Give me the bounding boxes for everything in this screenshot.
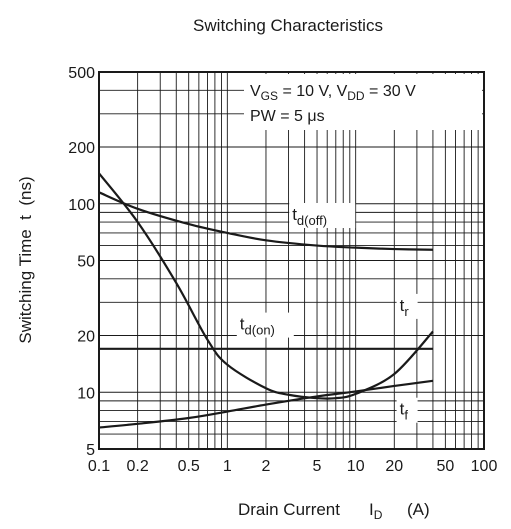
grid xyxy=(99,72,484,449)
plot-frame xyxy=(98,71,485,450)
conditions-line-1: VGS = 10 V, VDD = 30 V xyxy=(250,83,416,103)
y-tick-labels: 5 10 20 50 100 200 500 xyxy=(68,65,95,459)
x-tick-label: 50 xyxy=(437,458,455,475)
x-tick-label: 1 xyxy=(223,458,232,475)
x-axis-symbol: ID xyxy=(369,500,383,522)
series-label-bg-tr xyxy=(396,293,418,319)
series-label-bg-tf xyxy=(396,397,418,423)
series-label-td_on: td(on) xyxy=(240,315,275,338)
conditions-line-2: PW = 5 μs xyxy=(250,108,325,125)
conditions-bg xyxy=(244,74,482,130)
test-conditions: VGS = 10 V, VDD = 30 V PW = 5 μs xyxy=(244,74,482,130)
x-axis-unit: (A) xyxy=(407,500,430,519)
x-axis-label: Drain Current xyxy=(238,500,340,519)
x-tick-label: 5 xyxy=(313,458,322,475)
series-line-tf xyxy=(98,379,434,429)
x-tick-label: 100 xyxy=(471,458,498,475)
y-tick-label: 5 xyxy=(86,442,95,459)
y-tick-label: 50 xyxy=(77,254,95,271)
x-tick-label: 20 xyxy=(385,458,403,475)
y-tick-label: 100 xyxy=(68,197,95,214)
x-tick-label: 0.1 xyxy=(88,458,110,475)
series-label-bg-td_off xyxy=(289,203,356,228)
y-axis-label: Switching Time t (ns) xyxy=(16,176,35,343)
x-tick-label: 2 xyxy=(262,458,271,475)
y-tick-label: 500 xyxy=(68,65,95,82)
chart-title: Switching Characteristics xyxy=(193,16,383,35)
series-label-bg-td_on xyxy=(236,312,294,338)
y-tick-label: 20 xyxy=(77,329,95,346)
x-tick-label: 0.5 xyxy=(178,458,200,475)
series-labels: td(off) tr td(on) tf xyxy=(236,203,418,423)
y-tick-label: 10 xyxy=(77,385,95,402)
y-tick-label: 200 xyxy=(68,140,95,157)
x-tick-label: 0.2 xyxy=(126,458,148,475)
series-line-td_off xyxy=(98,191,433,251)
series-label-td_off: td(off) xyxy=(292,205,327,228)
series-line-tr xyxy=(98,172,434,400)
series-label-tr: tr xyxy=(400,296,410,319)
x-tick-labels: 0.1 0.2 0.5 1 2 5 10 20 50 100 xyxy=(88,458,498,475)
x-tick-label: 10 xyxy=(347,458,365,475)
series-lines xyxy=(98,172,434,429)
series-label-tf: tf xyxy=(400,400,409,423)
